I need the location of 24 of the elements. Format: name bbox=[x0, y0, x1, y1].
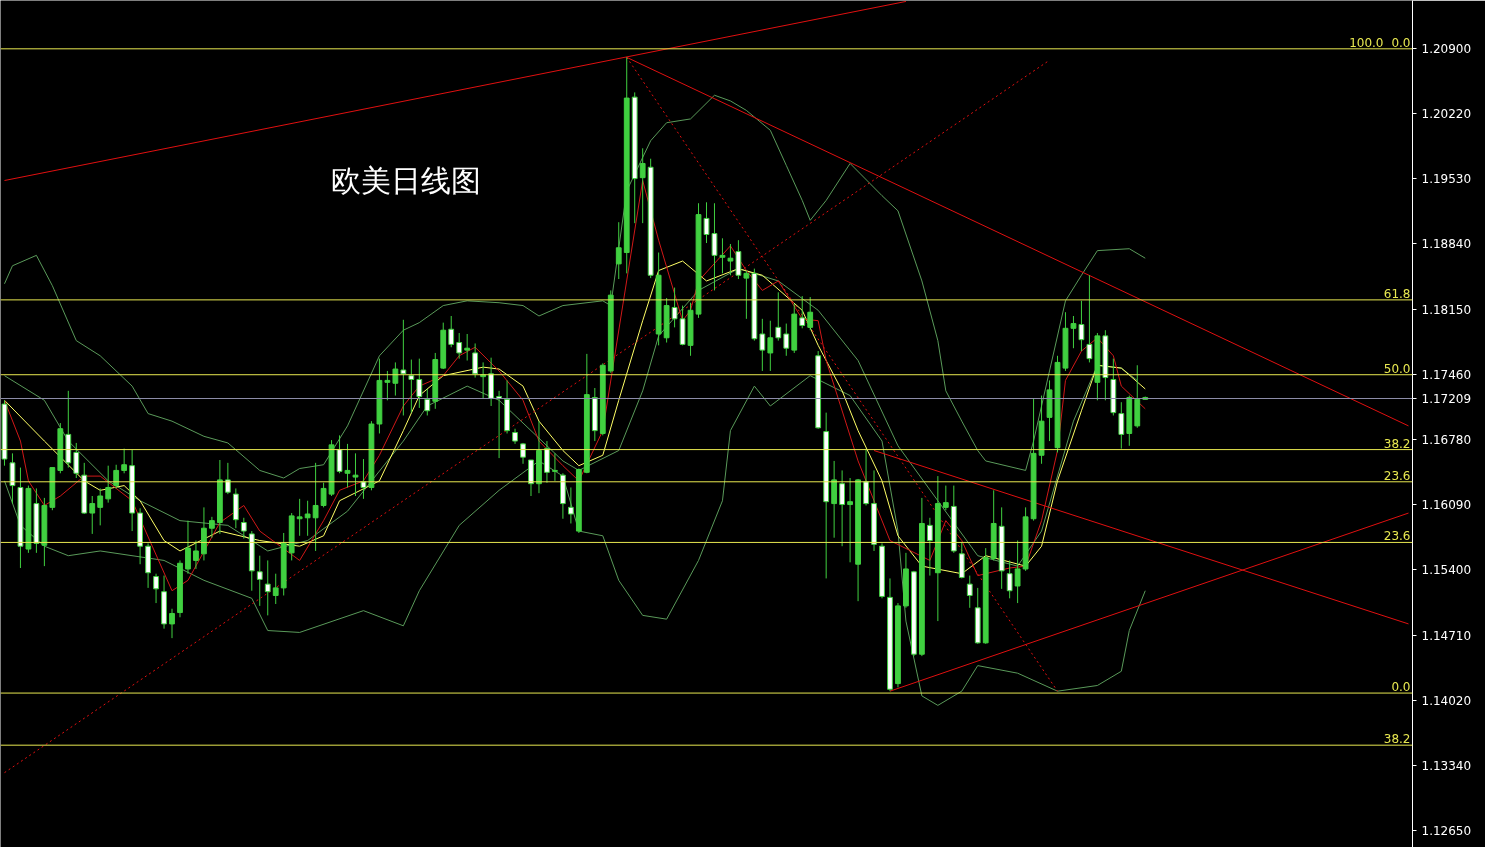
annotation: 38.2 bbox=[1383, 732, 1411, 747]
annotation: 0.0 bbox=[1391, 35, 1411, 50]
y-tick-label: 1.14020 bbox=[1421, 694, 1472, 709]
annotation: 0.0 bbox=[1391, 680, 1411, 695]
annotation: 50.0 bbox=[1383, 361, 1411, 376]
y-tick-label: 1.18840 bbox=[1421, 237, 1472, 252]
y-tick-label: 1.15400 bbox=[1421, 563, 1472, 578]
y-tick-label: 1.14710 bbox=[1421, 628, 1472, 643]
annotation: 23.6 bbox=[1383, 529, 1411, 544]
y-tick-label: 1.16090 bbox=[1421, 498, 1472, 513]
y-tick-label: 1.13340 bbox=[1421, 758, 1472, 773]
annotation: 61.8 bbox=[1383, 286, 1411, 301]
y-tick-label: 1.16780 bbox=[1421, 432, 1472, 447]
annotation: 38.2 bbox=[1383, 436, 1411, 451]
y-tick-label: 1.17460 bbox=[1421, 368, 1472, 383]
y-tick-label: 1.12650 bbox=[1421, 823, 1472, 838]
y-tick-label: 1.20220 bbox=[1421, 106, 1472, 121]
y-tick-label: 1.20900 bbox=[1421, 42, 1472, 57]
y-tick-label: 1.19530 bbox=[1421, 172, 1472, 187]
y-tick-label: 1.18150 bbox=[1421, 302, 1472, 317]
annotation: 23.6 bbox=[1383, 468, 1411, 483]
text: 欧美日线图 bbox=[330, 163, 481, 198]
y-tick-label: 1.17209 bbox=[1421, 392, 1472, 407]
annotation: 100.0 bbox=[1349, 35, 1384, 50]
